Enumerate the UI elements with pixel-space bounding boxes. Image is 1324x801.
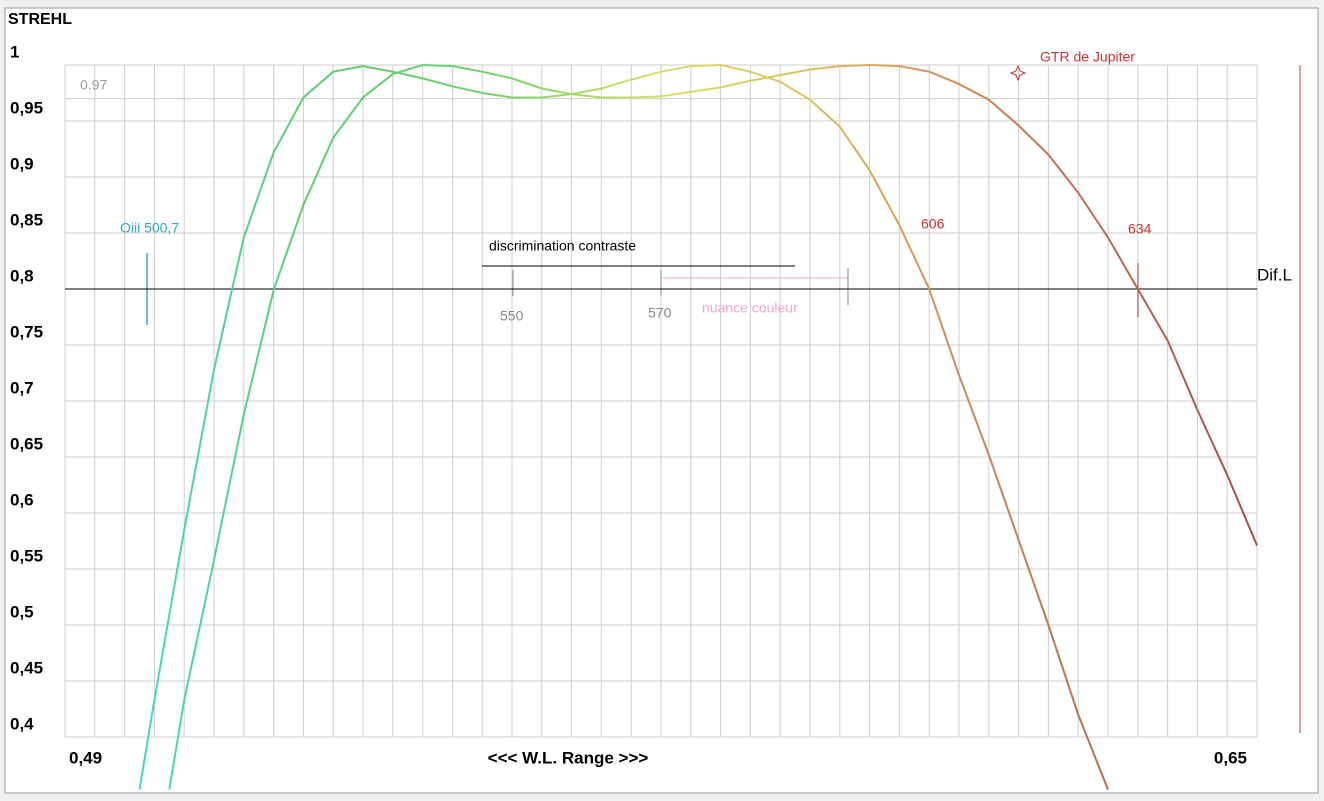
label-606: 606	[921, 216, 945, 232]
y-title: STREHL	[8, 11, 72, 28]
strehl-curve	[168, 63, 1258, 790]
label-570: 570	[648, 305, 672, 321]
strehl-curve	[138, 63, 1109, 790]
dif-label: Dif.L	[1257, 265, 1292, 284]
y-tick-label: 0,85	[10, 210, 43, 229]
label-634: 634	[1128, 221, 1152, 237]
label-550: 550	[500, 308, 524, 324]
y-tick-label: 0,55	[10, 546, 43, 565]
x-title: <<< W.L. Range >>>	[488, 748, 649, 767]
x-tick-label: 0,49	[69, 748, 102, 767]
y-tick-label: 0,9	[10, 154, 34, 173]
y-tick-label: 1	[10, 42, 19, 61]
y-tick-label: 0,8	[10, 266, 34, 285]
y-tick-label: 0,5	[10, 602, 34, 621]
gtr-label: GTR de Jupiter	[1040, 49, 1135, 65]
nuance-label: nuance couleur	[702, 300, 798, 316]
ref-label: 0.97	[80, 76, 107, 92]
gtr-star	[1009, 64, 1027, 82]
y-tick-label: 0,65	[10, 434, 43, 453]
x-tick-label: 0,65	[1214, 748, 1247, 767]
y-tick-label: 0,4	[10, 714, 34, 733]
y-tick-label: 0,95	[10, 98, 43, 117]
y-tick-label: 0,75	[10, 322, 43, 341]
y-tick-label: 0,7	[10, 378, 34, 397]
oiii-label: Oiii 500,7	[120, 220, 179, 236]
y-tick-label: 0,6	[10, 490, 34, 509]
y-tick-label: 0,45	[10, 658, 43, 677]
contrast-label: discrimination contraste	[489, 238, 636, 254]
grid	[64, 64, 1258, 738]
